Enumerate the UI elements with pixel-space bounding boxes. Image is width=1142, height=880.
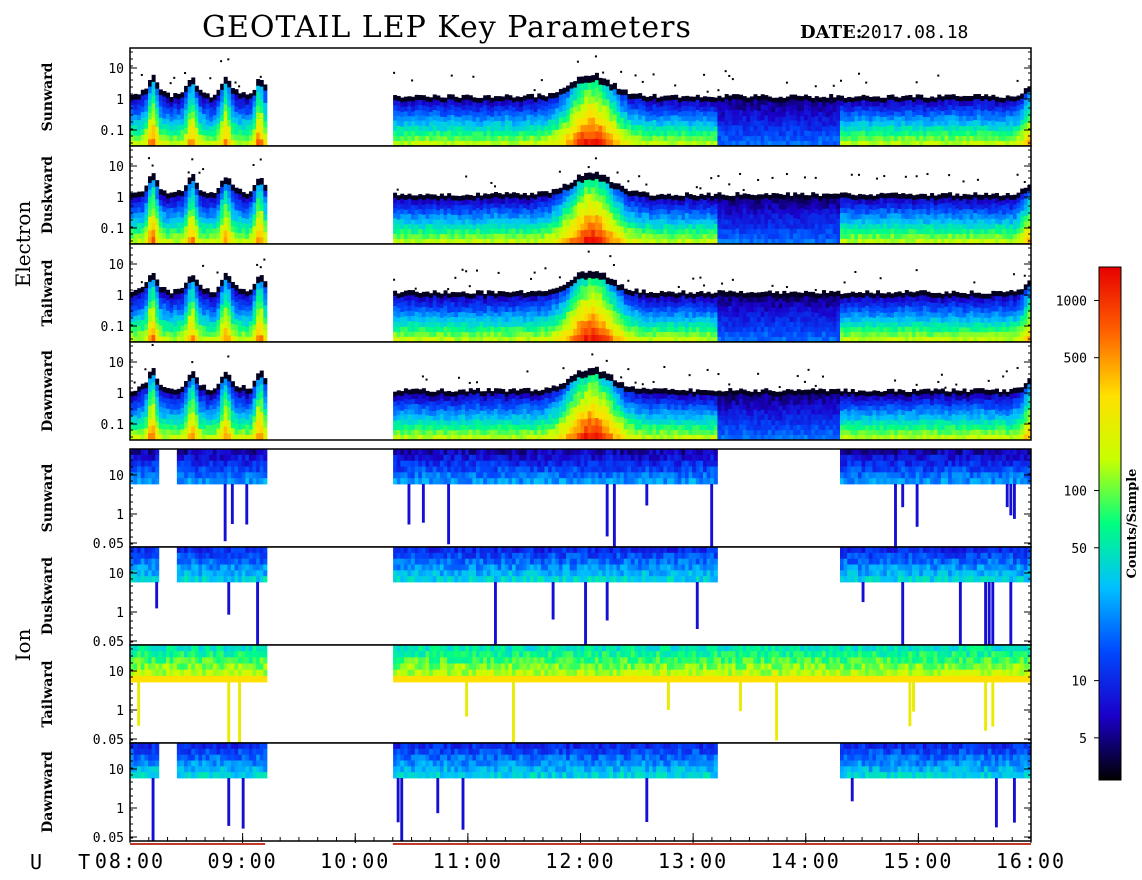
x-tick-label: 13:00 — [658, 849, 728, 873]
x-tick-label: 14:00 — [771, 849, 841, 873]
x-tick-label: 16:00 — [996, 849, 1066, 873]
colorbar-tick-label: 5 — [1079, 732, 1087, 747]
y-tick-label: 0.05 — [93, 635, 124, 650]
y-tick-label: 10 — [108, 763, 124, 778]
y-tick-label: 0.1 — [101, 418, 124, 433]
y-tick-label: 1 — [116, 93, 124, 108]
panel-label: Tailward — [40, 259, 56, 326]
y-tick-label: 0.05 — [93, 537, 124, 552]
y-tick-label: 1 — [116, 289, 124, 304]
y-tick-label: 10 — [108, 62, 124, 77]
panel-label: Tailward — [40, 660, 56, 727]
x-axis-label: U T — [30, 850, 103, 874]
colorbar-tick-label: 1000 — [1056, 294, 1087, 309]
y-tick-label: 1 — [116, 508, 124, 523]
y-tick-label: 1 — [116, 704, 124, 719]
colorbar-tick-label: 50 — [1071, 542, 1087, 557]
panel-ion-sunward-heatmap — [130, 449, 1031, 547]
panel-label: Dawnward — [40, 751, 56, 833]
y-tick-label: 10 — [108, 160, 124, 175]
panel-label: Sunward — [40, 463, 56, 532]
colorbar — [1098, 266, 1122, 781]
date-label: DATE: — [800, 22, 863, 43]
y-tick-label: 1 — [116, 191, 124, 206]
x-tick-label: 09:00 — [208, 849, 278, 873]
panel-ion-dawnward-heatmap — [130, 743, 1031, 841]
y-tick-label: 10 — [108, 665, 124, 680]
y-tick-label: 10 — [108, 258, 124, 273]
y-tick-label: 0.1 — [101, 222, 124, 237]
y-tick-label: 0.05 — [93, 733, 124, 748]
chart-title: GEOTAIL LEP Key Parameters — [202, 10, 692, 45]
y-tick-label: 0.05 — [93, 831, 124, 846]
panel-electron-dawnward-heatmap — [130, 342, 1031, 440]
panel-ion-duskward-heatmap — [130, 547, 1031, 645]
colorbar-label: Counts/Sample — [1125, 469, 1140, 579]
y-tick-label: 10 — [108, 469, 124, 484]
panel-frame — [129, 341, 1032, 441]
y-tick-label: 0.1 — [101, 124, 124, 139]
panel-electron-tailward-heatmap — [130, 244, 1031, 342]
x-tick-label: 08:00 — [95, 849, 165, 873]
y-tick-label: 10 — [108, 567, 124, 582]
panel-electron-sunward-heatmap — [130, 48, 1031, 146]
colorbar-tick-label: 10 — [1071, 675, 1087, 690]
y-tick-label: 1 — [116, 802, 124, 817]
date-value: 2017.08.18 — [860, 22, 969, 43]
y-tick-label: 0.1 — [101, 320, 124, 335]
panel-ion-tailward-heatmap — [130, 645, 1031, 743]
colorbar-tick-label: 100 — [1064, 485, 1087, 500]
panel-label: Sunward — [40, 62, 56, 131]
y-tick-label: 1 — [116, 606, 124, 621]
x-tick-label: 12:00 — [545, 849, 615, 873]
panel-label: Duskward — [40, 557, 56, 635]
panel-label: Duskward — [40, 156, 56, 234]
colorbar-tick-label: 500 — [1064, 352, 1087, 367]
panel-electron-duskward-heatmap — [130, 146, 1031, 244]
x-tick-label: 15:00 — [883, 849, 953, 873]
group-label: Electron — [11, 201, 35, 288]
group-label: Ion — [11, 628, 35, 661]
y-tick-label: 1 — [116, 387, 124, 402]
panel-label: Dawnward — [40, 350, 56, 432]
x-tick-label: 10:00 — [320, 849, 390, 873]
y-tick-label: 10 — [108, 356, 124, 371]
x-tick-label: 11:00 — [433, 849, 503, 873]
